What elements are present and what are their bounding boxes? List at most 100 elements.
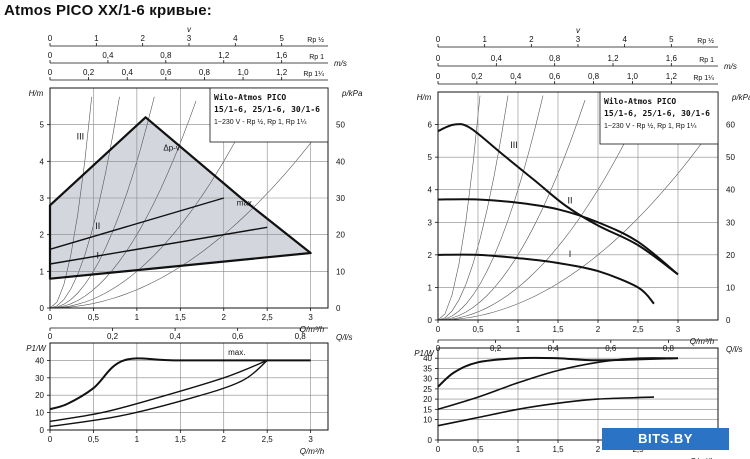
- right-hq-series-label: III: [510, 140, 518, 150]
- left-hq-y-right-tick-label: 10: [336, 267, 345, 276]
- right-hq-info-box: [599, 91, 719, 145]
- left-hq-top-scale-tick-label: 0: [48, 34, 53, 43]
- right-hq-top-scale-tick-label: 3: [576, 35, 581, 44]
- right-power-series-line: [437, 356, 679, 388]
- left-hq-y-tick-label: 1: [40, 267, 45, 276]
- right-power-y-tick-label: 25: [423, 385, 432, 394]
- left-hq-info-box: [209, 87, 329, 143]
- left-hq-top-scale-tick-label: 0,6: [160, 68, 172, 77]
- left-power-x-tick-label: 0: [48, 435, 53, 444]
- right-hq-x-tick-label: 0,5: [472, 325, 484, 334]
- right-power-series-line: [437, 357, 679, 411]
- left-power-xlabel: Q/m³/h: [300, 447, 325, 456]
- right-hq-y-tick-label: 1: [428, 283, 433, 292]
- right-hq-x-tick-label: 2,5: [632, 325, 644, 334]
- left-power-y-tick-label: 40: [35, 356, 44, 365]
- right-hq-y-tick-label: 4: [428, 186, 433, 195]
- right-hq-x-tick-label: 1,5: [552, 325, 564, 334]
- right-hq-y-right-tick-label: 20: [726, 251, 735, 260]
- right-power-y-tick-label: 20: [423, 395, 432, 404]
- left-power-x-tick-label: 1,5: [175, 435, 187, 444]
- right-hq-system-curve: [437, 95, 544, 321]
- right-hq-ylabel-right: p/kPa: [731, 93, 750, 102]
- right-hq-y-right-tick-label: 60: [726, 121, 735, 130]
- left-hq-y-right-tick-label: 20: [336, 231, 345, 240]
- right-hq-top-scale-tick-label: 5: [669, 35, 674, 44]
- right-hq-top-scale-tag: Rp 1¼: [693, 75, 714, 82]
- right-hq-system-curve: [437, 95, 481, 321]
- left-hq-top-scale-tag: Rp ½: [307, 36, 324, 44]
- left-hq-info-line: 15/1-6, 25/1-6, 30/1-6: [214, 105, 320, 114]
- right-hq-top-scale-tick-label: 1,2: [607, 54, 619, 63]
- right-hq-y-right-tick-label: 50: [726, 153, 735, 162]
- left-hq-ylabel: H/m: [29, 89, 44, 98]
- left-power-x-tick-label: 2,5: [262, 435, 274, 444]
- right-hq-y-tick-label: 5: [428, 153, 433, 162]
- left-power-ylabel: P1/W: [26, 344, 47, 353]
- left-power-x-tick-label: 3: [308, 435, 313, 444]
- left-hq-y-tick-label: 0: [40, 304, 45, 313]
- left-hq-x-tick-label: 0: [48, 313, 53, 322]
- left-hq-top-scale-tick-label: 1,2: [218, 51, 230, 60]
- right-power-y-tick-label: 0: [428, 436, 433, 445]
- right-hq-top-scale-tick-label: 0,2: [471, 72, 483, 81]
- left-hq-x2-tick-label: 0,6: [232, 332, 244, 341]
- left-hq-x2-tick-label: 0,8: [295, 332, 307, 341]
- right-hq-series-III: [437, 123, 679, 276]
- right-hq-top-scale-tick-label: 2: [529, 35, 534, 44]
- left-power-plot-frame: [49, 342, 329, 431]
- left-power-y-tick-label: 10: [35, 409, 44, 418]
- left-hq-top-scale-tick-label: 0,2: [83, 68, 95, 77]
- left-hq-x-tick-label: 1,5: [175, 313, 187, 322]
- right-power-ylabel: P1/W: [414, 349, 435, 358]
- left-hq-series-label: I: [97, 251, 100, 261]
- left-power-x-tick-label: 1: [135, 435, 140, 444]
- left-hq-x2-tick-label: 0,4: [170, 332, 182, 341]
- left-hq-ylabel-right: p/kPa: [341, 89, 363, 98]
- right-hq-top-scale-tick-label: 0: [436, 54, 441, 63]
- right-hq-y-right-tick-label: 0: [726, 316, 731, 325]
- right-hq-system-curve: [437, 95, 649, 321]
- right-power-y-tick-label: 40: [423, 354, 432, 363]
- left-hq-system-curve: [49, 120, 329, 309]
- left-hq-y-right-tick-label: 40: [336, 157, 345, 166]
- right-hq-top-scale-tick-label: 0,8: [588, 72, 600, 81]
- left-hq-series-label: III: [77, 131, 85, 141]
- left-hq-info-line: 1~230 V - Rp ½, Rp 1, Rp 1¼: [214, 118, 307, 126]
- right-power-y-tick-label: 15: [423, 405, 432, 414]
- right-hq-top-scale-tick-label: 0,4: [510, 72, 522, 81]
- left-hq-x-tick-label: 3: [308, 313, 313, 322]
- right-hq-series-II: [437, 198, 679, 276]
- right-power-x-tick-label: 0,5: [472, 445, 484, 454]
- left-hq-plot-frame: [49, 87, 329, 309]
- right-hq-system-curve: [437, 120, 719, 321]
- right-hq-top-scale-tick-label: 0,6: [549, 72, 561, 81]
- left-power-series-line: [49, 357, 311, 411]
- right-hq-y-tick-label: 3: [428, 218, 433, 227]
- left-hq-y-tick-label: 3: [40, 194, 45, 203]
- left-hq-x-tick-label: 2,5: [262, 313, 274, 322]
- right-hq-info-line: 1~230 V - Rp ½, Rp 1, Rp 1¼: [604, 122, 697, 130]
- right-hq-system-curve: [437, 95, 509, 321]
- left-hq-system-curve: [49, 96, 120, 309]
- right-power-y-tick-label: 35: [423, 364, 432, 373]
- right-hq-top-scale-tick-label: 1,0: [627, 72, 639, 81]
- left-hq-y-tick-label: 2: [40, 231, 45, 240]
- left-hq-annotation: Δp-v: [163, 143, 179, 152]
- left-hq-top-scale-tag: Rp 1: [309, 54, 324, 61]
- right-hq-x-tick-label: 1: [516, 325, 521, 334]
- page-title: Atmos PICO XX/1-6 кривые:: [4, 2, 212, 19]
- left-hq-top-scale-tick-label: 0: [48, 51, 53, 60]
- right-hq-y-right-tick-label: 10: [726, 283, 735, 292]
- right-hq-y-tick-label: 0: [428, 316, 433, 325]
- right-hq-top-scale-tick-label: 1,2: [666, 72, 678, 81]
- left-hq-top-scale-tick-label: 0,8: [160, 51, 172, 60]
- right-power-series-line: [437, 396, 655, 427]
- left-hq-system-curve: [49, 100, 197, 309]
- left-hq-top-scale-tick-label: 2: [140, 34, 145, 43]
- right-hq-y-tick-label: 2: [428, 251, 433, 260]
- left-hq-xlabel2: Q/l/s: [336, 333, 352, 342]
- left-hq-top-scale-tick-label: 0: [48, 68, 53, 77]
- left-hq-top-scale-tick-label: 0,8: [199, 68, 211, 77]
